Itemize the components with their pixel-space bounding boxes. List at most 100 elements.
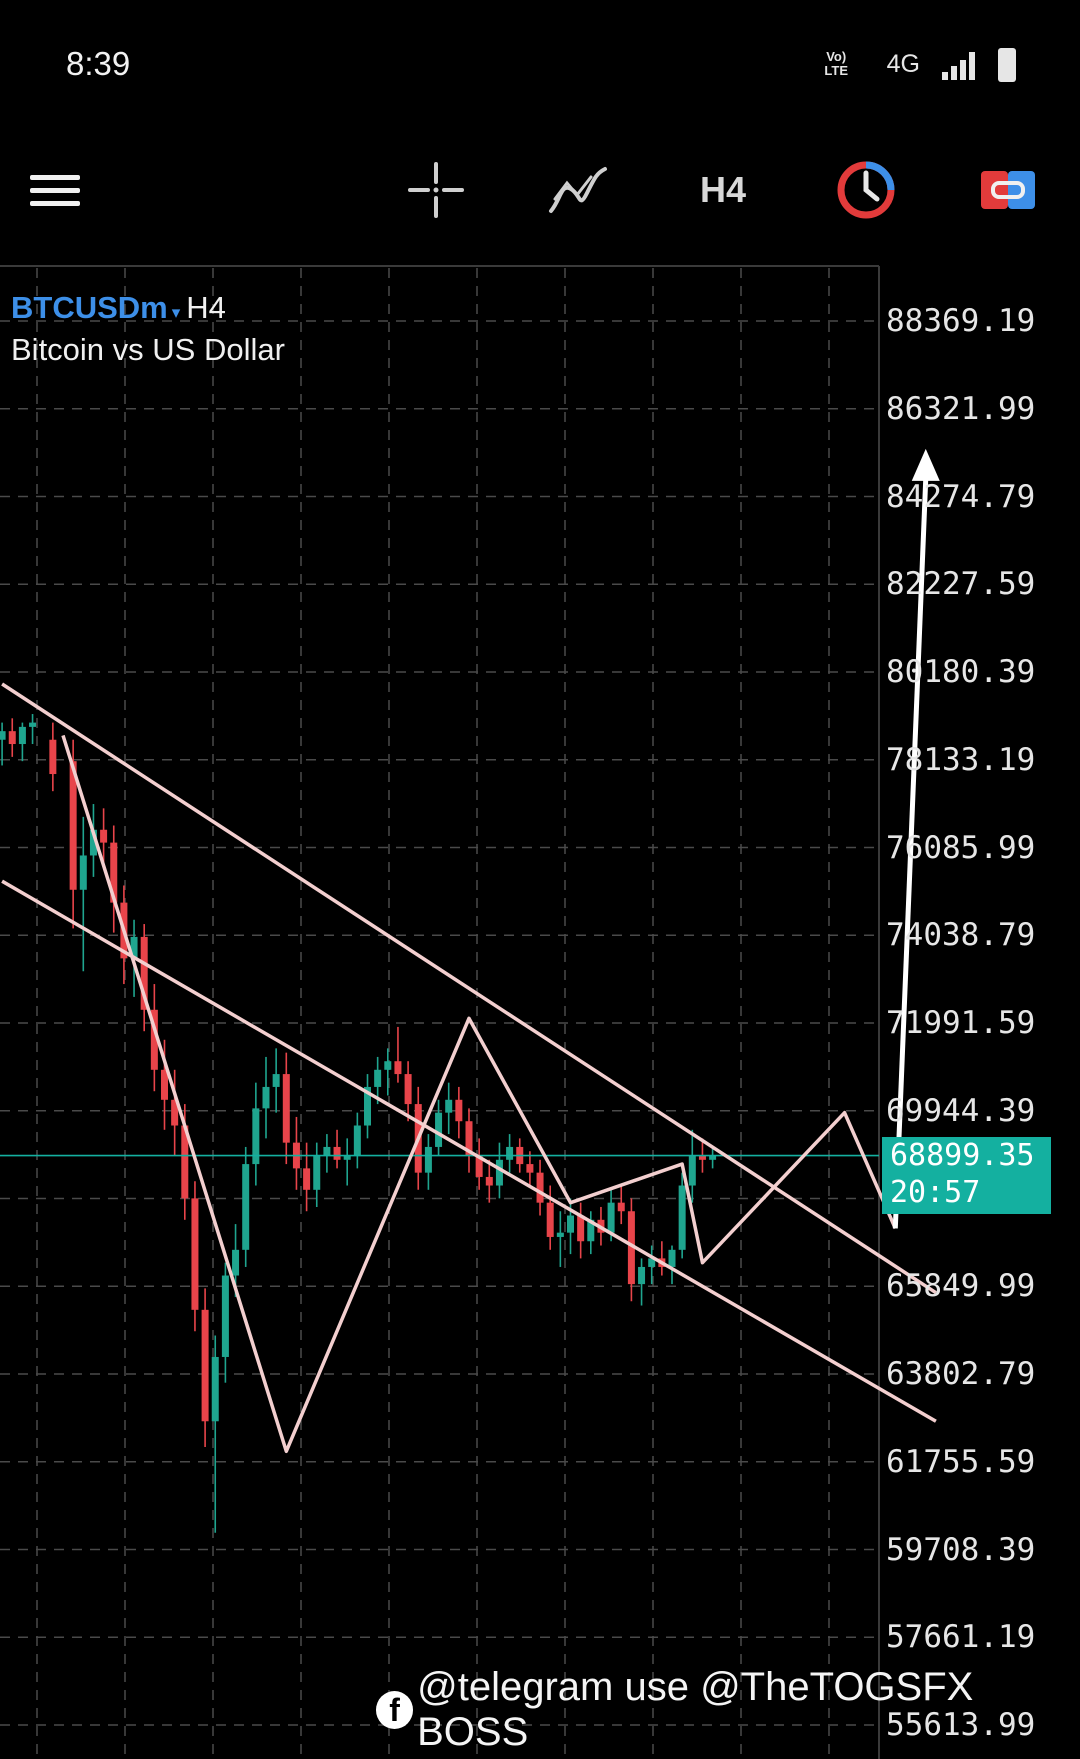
chart-timeframe: H4	[186, 290, 226, 325]
hamburger-menu-icon[interactable]	[24, 158, 88, 222]
candle-body	[546, 1202, 554, 1237]
candle-body	[638, 1266, 646, 1285]
candle-body	[29, 722, 37, 727]
channel-line	[1, 682, 937, 1295]
price-axis-label: 86321.99	[886, 390, 1036, 427]
candle-body	[201, 1309, 209, 1422]
candle-body	[221, 1275, 229, 1357]
candle-body	[627, 1211, 635, 1285]
candle-body	[506, 1146, 514, 1160]
candle-body	[343, 1155, 351, 1160]
network-type: 4G	[886, 50, 920, 78]
price-axis-label: 59708.39	[886, 1531, 1036, 1568]
candle-body	[272, 1074, 280, 1087]
candle-body	[191, 1198, 199, 1310]
price-axis-label: 69944.39	[886, 1092, 1036, 1129]
watermark: f @telegram use @TheTOGSFX BOSS	[376, 1665, 1080, 1755]
status-bar: 8:39 Vo) LTE 4G	[0, 0, 1080, 130]
candle-body	[18, 726, 26, 745]
candle-body	[110, 842, 118, 903]
candle-body	[465, 1121, 473, 1156]
candle-body	[69, 761, 77, 890]
candle-body	[181, 1125, 189, 1199]
candle-body	[495, 1159, 503, 1186]
channel-line	[1, 879, 937, 1423]
current-price-tag: 68899.35 20:57	[882, 1137, 1051, 1214]
indicators-icon[interactable]	[546, 158, 610, 222]
candle-body	[364, 1086, 371, 1126]
price-axis-label: 74038.79	[886, 917, 1036, 954]
price-axis-label: 80180.39	[886, 654, 1036, 690]
candle-body	[607, 1202, 615, 1233]
candle-body	[709, 1155, 717, 1160]
price-axis-label: 63802.79	[886, 1356, 1036, 1392]
candle-body	[100, 829, 108, 843]
candle-body	[536, 1172, 544, 1203]
volte-bottom-label: LTE	[824, 63, 848, 78]
candle-body	[262, 1086, 270, 1109]
candle-body	[617, 1202, 625, 1212]
candle-body	[435, 1112, 443, 1147]
projection-arrow-shaft	[892, 478, 929, 1229]
volte-icon: Vo) LTE	[824, 50, 848, 78]
candle-body	[89, 829, 97, 856]
candle-body	[455, 1099, 463, 1122]
price-axis-label: 61755.59	[886, 1443, 1036, 1480]
symbol-description: Bitcoin vs US Dollar	[11, 332, 285, 367]
candle-body	[313, 1155, 321, 1190]
candle-body	[171, 1099, 179, 1126]
candle-body	[404, 1074, 412, 1105]
candle-body	[353, 1125, 361, 1156]
chart-toolbar: H4	[0, 130, 1080, 250]
candle-body	[526, 1164, 534, 1173]
symbol-caret-icon[interactable]: ▾	[171, 303, 181, 322]
candle-body	[445, 1099, 453, 1113]
candle-body	[424, 1146, 432, 1173]
candle-body	[374, 1069, 382, 1087]
candle-body	[242, 1164, 250, 1250]
candle-body	[678, 1185, 686, 1250]
candle-body	[323, 1146, 331, 1156]
candle-body	[333, 1146, 341, 1160]
candle-body	[648, 1258, 656, 1267]
crosshair-icon[interactable]	[404, 158, 468, 222]
candle-body	[161, 1069, 168, 1100]
zigzag-pattern	[61, 734, 897, 1454]
price-axis-label: 55613.99	[886, 1707, 1036, 1743]
symbol-name[interactable]: BTCUSDm	[11, 290, 168, 325]
candle-body	[130, 936, 138, 959]
candle-body	[577, 1215, 585, 1242]
candle-body	[556, 1232, 564, 1237]
candle-body	[8, 731, 16, 745]
candle-body	[49, 739, 57, 775]
candle-body	[475, 1155, 483, 1177]
price-axis-label: 57661.19	[886, 1619, 1036, 1656]
candle-body	[485, 1176, 493, 1186]
candle-body	[252, 1108, 260, 1165]
candle-body	[587, 1219, 595, 1242]
price-axis-label: 78133.19	[886, 741, 1036, 778]
price-chart[interactable]	[0, 262, 1080, 1759]
facebook-icon: f	[376, 1691, 414, 1729]
candle-body	[698, 1155, 706, 1160]
signal-icon	[942, 52, 976, 80]
candle-body	[150, 1009, 158, 1070]
candle-body	[567, 1215, 574, 1233]
battery-icon	[998, 48, 1016, 82]
candle-body	[79, 855, 87, 890]
candle-body	[688, 1155, 696, 1186]
chart-canvas[interactable]	[0, 262, 1080, 1759]
status-time: 8:39	[66, 45, 131, 82]
objects-icon[interactable]	[976, 158, 1040, 222]
candle-body	[232, 1249, 240, 1276]
timeframe-button[interactable]: H4	[699, 169, 747, 210]
price-axis-label: 71991.59	[886, 1005, 1036, 1041]
price-axis-label: 76085.99	[886, 829, 1036, 866]
candle-body	[384, 1061, 392, 1070]
candle-body	[394, 1061, 402, 1075]
watermark-text: @telegram use @TheTOGSFX BOSS	[417, 1665, 974, 1754]
candle-body	[211, 1356, 219, 1422]
clock-icon[interactable]	[834, 158, 898, 222]
price-axis-label: 88369.19	[886, 303, 1036, 339]
price-axis-label: 65849.99	[886, 1268, 1036, 1305]
